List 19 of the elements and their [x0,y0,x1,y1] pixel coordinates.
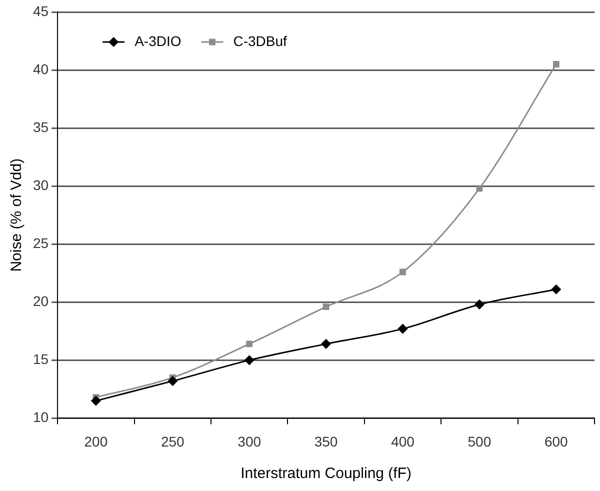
x-tick-label: 600 [544,433,568,450]
y-tick-label: 15 [32,351,49,368]
y-tick-label: 20 [32,293,49,309]
x-tick-label: 400 [391,433,415,450]
x-tick-label: 500 [468,433,492,450]
y-tick-label: 45 [32,2,49,19]
legend-label: C-3DBuf [233,32,288,49]
x-tick-label: 350 [314,433,338,450]
x-tick-label: 250 [160,433,185,450]
y-axis-title: Noise (% of Vdd) [8,158,26,272]
y-tick-label: 40 [32,60,49,77]
y-tick-label: 10 [32,409,49,426]
legend-label: A-3DIO [134,32,182,49]
x-tick-label: 200 [84,433,108,450]
y-tick-label: 35 [32,118,49,135]
y-tick-label: 25 [32,234,49,251]
x-axis-title: Interstratum Coupling (fF) [240,465,412,482]
y-tick-label: 30 [32,176,49,193]
x-tick-label: 300 [238,433,262,450]
